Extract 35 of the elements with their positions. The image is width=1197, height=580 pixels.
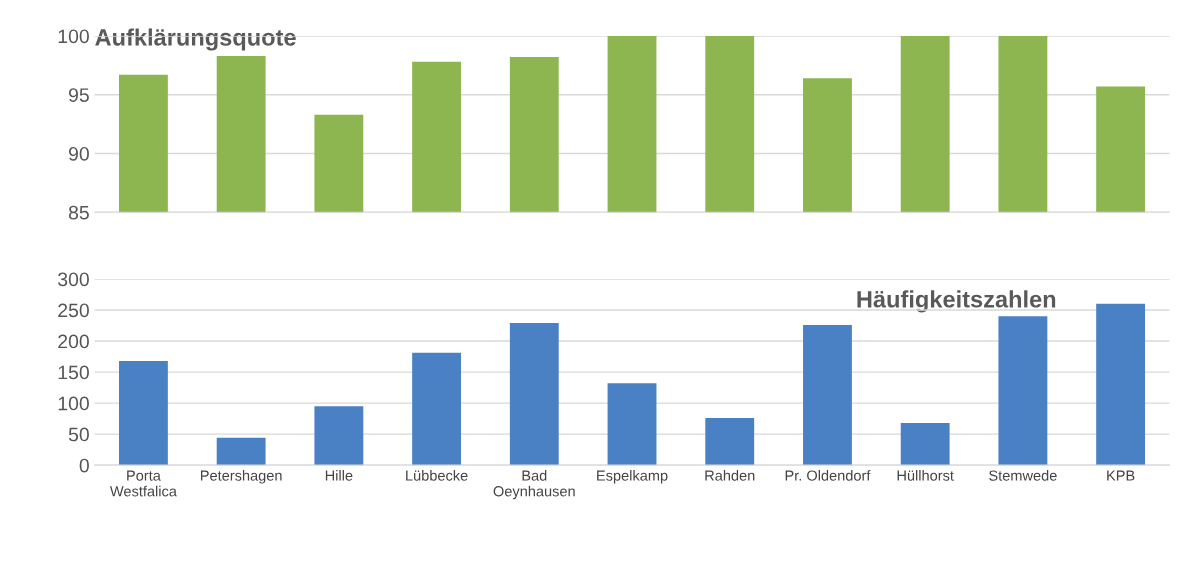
y-tick-label: 100	[58, 396, 89, 411]
y-tick-label: 0	[79, 458, 89, 473]
x-tick-label: Hüllhorst	[897, 470, 954, 481]
bar	[509, 323, 559, 466]
bar	[1096, 303, 1146, 466]
x-tick-label: Lübbecke	[406, 470, 468, 481]
bar	[900, 422, 950, 466]
y-tick-label: 150	[58, 365, 89, 380]
bar	[412, 352, 462, 466]
x-tick-label: Rahden	[705, 470, 755, 481]
y-tick-label: 90	[68, 146, 89, 161]
y-tick-label: 250	[58, 303, 89, 318]
x-tick-label: Espelkamp	[597, 470, 668, 484]
y-tick-label: 95	[68, 88, 89, 102]
bar	[118, 360, 168, 466]
x-tick-label: Pr. Oldendorf	[785, 470, 871, 481]
bar	[803, 324, 852, 466]
y-tick-label: 200	[58, 334, 89, 349]
y-tick-label: 300	[58, 272, 89, 287]
x-tick-label: Petershagen	[200, 470, 282, 484]
y-tick-label: 85	[68, 205, 89, 220]
x-tick-label: Hille	[325, 470, 353, 481]
chart-title: Aufklärungsquote	[95, 28, 296, 51]
bar	[705, 417, 755, 466]
x-tick-label: KPB	[1107, 470, 1135, 481]
bar	[216, 437, 266, 466]
bar	[607, 383, 657, 466]
bar	[314, 406, 364, 466]
x-tick-label: Bad Oeynhausen	[493, 470, 575, 500]
y-tick-label: 50	[68, 427, 89, 442]
x-tick-label: Porta Westfalica	[109, 470, 177, 497]
x-tick-label: Stemwede	[989, 470, 1057, 481]
bar	[998, 316, 1048, 466]
y-tick-label: 100	[58, 29, 89, 44]
chart-title: Häufigkeitszahlen	[857, 290, 1056, 313]
